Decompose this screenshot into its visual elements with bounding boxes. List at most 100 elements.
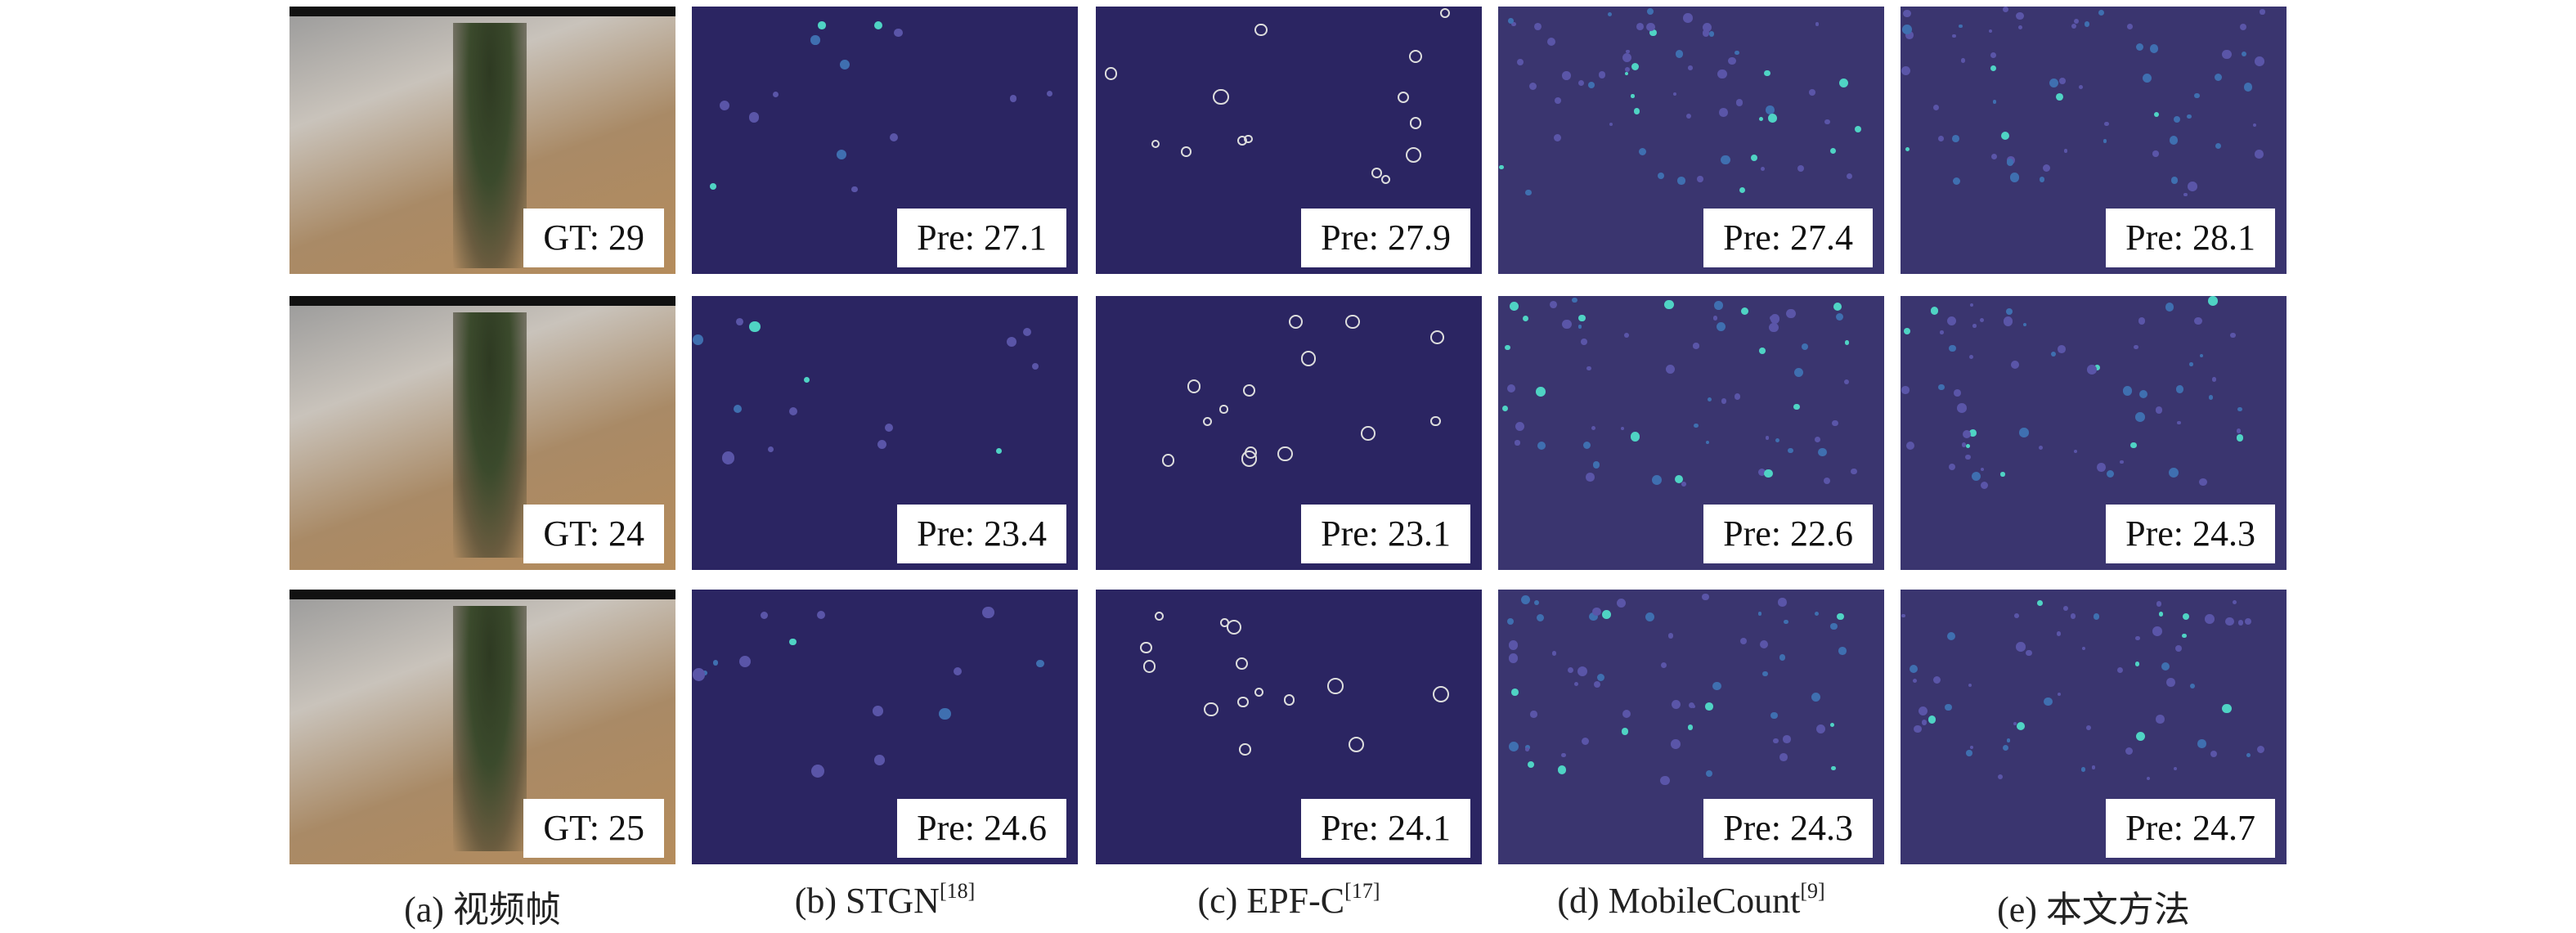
heat-spot	[2222, 703, 2232, 714]
heat-spot	[2074, 19, 2080, 25]
heat-spot	[2246, 752, 2251, 757]
heat-spot	[1326, 678, 1344, 694]
heat-spot	[1949, 344, 1957, 352]
heat-spot	[1499, 164, 1504, 169]
heat-spot	[1761, 671, 1768, 677]
heat-spot	[1901, 386, 1910, 394]
heat-spot	[1547, 37, 1556, 47]
heat-spot	[1728, 56, 1736, 65]
heat-spot	[749, 321, 761, 333]
heat-spot	[2152, 150, 2159, 157]
count-label: Pre: 24.7	[2106, 799, 2275, 858]
heat-spot	[1809, 89, 1815, 96]
heat-spot	[1533, 23, 1542, 31]
heat-spot	[2161, 662, 2170, 671]
heat-spot	[1946, 631, 1955, 640]
heat-spot	[2084, 21, 2090, 27]
heat-spot	[1721, 398, 1726, 404]
heat-spot	[2000, 131, 2010, 140]
heat-spot	[2080, 767, 2086, 773]
heat-spot	[1283, 693, 1295, 706]
heat-spot	[2074, 449, 2078, 453]
heat-spot	[2175, 385, 2184, 393]
heat-spot	[2169, 468, 2179, 478]
heat-spot	[1675, 475, 1684, 484]
heat-spot	[1818, 447, 1827, 457]
heat-spot	[1768, 114, 1778, 123]
heat-spot	[1979, 318, 1984, 323]
heat-spot	[1536, 387, 1546, 397]
heat-spot	[1023, 327, 1032, 336]
heat-spot	[1831, 765, 1836, 771]
heat-spot	[803, 376, 810, 384]
heat-spot	[2136, 43, 2144, 51]
heat-spot	[1636, 23, 1644, 30]
heat-spot	[702, 671, 708, 676]
heat-spot	[1300, 351, 1317, 366]
heat-spot	[1212, 88, 1229, 105]
heat-spot	[1770, 314, 1780, 324]
heat-spot	[1502, 406, 1509, 412]
column-caption: (e) 本文方法	[1901, 880, 2287, 932]
heat-spot	[2081, 646, 2085, 650]
count-label: Pre: 27.9	[1301, 209, 1470, 267]
heat-spot	[811, 764, 825, 778]
heat-spot	[1651, 474, 1662, 485]
heat-spot	[816, 611, 826, 620]
heat-spot	[2187, 114, 2192, 119]
heat-spot	[1846, 173, 1853, 180]
heat-spot	[2260, 9, 2265, 15]
heat-spot	[1739, 638, 1747, 645]
heat-spot	[2242, 52, 2247, 57]
heat-spot	[719, 100, 730, 111]
heat-spot	[2189, 362, 2194, 366]
heat-spot	[1717, 322, 1726, 332]
density-map: Pre: 27.4	[1498, 7, 1884, 274]
heat-spot	[1969, 746, 1974, 750]
count-label: GT: 25	[523, 799, 664, 858]
heat-spot	[1952, 34, 1956, 38]
heat-spot	[1626, 49, 1630, 54]
heat-spot	[1006, 336, 1017, 348]
heat-spot	[1783, 735, 1791, 743]
heat-spot	[2138, 316, 2146, 325]
heat-spot	[1914, 724, 1922, 733]
heat-spot	[1811, 693, 1820, 702]
heat-spot	[1965, 444, 1970, 449]
heat-spot	[1930, 307, 1939, 316]
heat-spot	[1815, 22, 1820, 26]
heat-spot	[1687, 724, 1694, 730]
count-label: Pre: 24.3	[2106, 505, 2275, 563]
heat-spot	[2016, 642, 2026, 652]
heat-spot	[1971, 471, 1981, 482]
heat-spot	[1583, 441, 1591, 449]
heat-spot	[1981, 467, 1985, 471]
heat-spot	[1824, 119, 1830, 125]
heat-spot	[710, 182, 716, 190]
heat-spot	[1685, 113, 1691, 119]
heat-spot	[2182, 633, 2187, 639]
heat-spot	[1509, 640, 1519, 650]
heat-spot	[1794, 367, 1804, 377]
heat-spot	[1839, 78, 1849, 88]
heat-spot	[1721, 155, 1730, 165]
heat-spot	[1938, 136, 1944, 141]
heat-spot	[1802, 343, 1809, 351]
heat-spot	[1348, 737, 1364, 753]
heat-spot	[1227, 620, 1242, 635]
heat-spot	[2215, 142, 2221, 149]
heat-spot	[1429, 330, 1444, 345]
column-caption: (d) MobileCount[9]	[1498, 880, 1884, 922]
density-map: Pre: 24.3	[1901, 296, 2287, 570]
heat-spot	[1793, 403, 1800, 410]
heat-spot	[2155, 406, 2163, 415]
heat-spot	[1537, 441, 1546, 450]
heat-spot	[2122, 386, 2133, 397]
heat-spot	[1397, 91, 1410, 104]
heat-spot	[1688, 65, 1693, 71]
heat-spot	[1707, 397, 1712, 401]
heat-spot	[1537, 614, 1545, 622]
heat-spot	[836, 149, 846, 159]
heat-spot	[1836, 612, 1844, 621]
